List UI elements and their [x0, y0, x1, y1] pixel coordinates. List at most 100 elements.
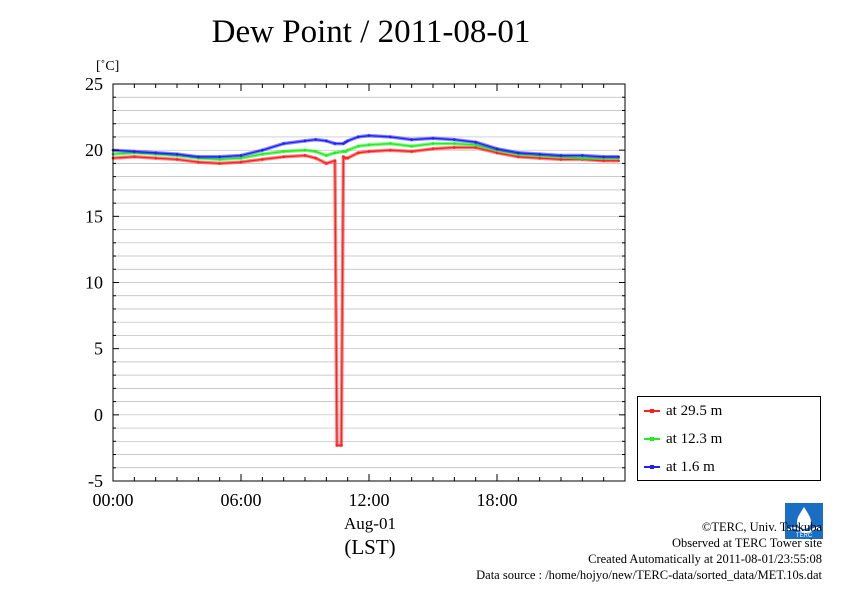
series-point	[538, 156, 541, 160]
x-tick-label: 12:00	[348, 490, 389, 510]
series-point	[261, 152, 264, 156]
y-unit-label: [˚C]	[96, 59, 119, 74]
series-point	[367, 150, 371, 153]
series-point	[517, 155, 520, 159]
series-point	[389, 135, 392, 139]
series-point	[474, 140, 477, 144]
x-date-label: Aug-01	[344, 514, 396, 533]
series-point	[453, 138, 456, 141]
series-point	[154, 151, 157, 155]
credits: ©TERC, Univ. Tsukuba Observed at TERC To…	[476, 519, 822, 583]
y-tick-label: 5	[94, 339, 103, 359]
series-point	[218, 158, 221, 161]
series-point	[314, 156, 317, 160]
x-zone-label: (LST)	[344, 535, 396, 559]
series-point	[453, 146, 456, 149]
series-point	[346, 156, 349, 160]
grid-layer	[113, 96, 625, 469]
series-point	[335, 443, 339, 447]
legend-swatch-green	[644, 437, 660, 441]
x-tick-label: 06:00	[220, 490, 261, 510]
series-point	[197, 160, 200, 164]
series-point	[333, 151, 337, 155]
series-point	[325, 154, 328, 157]
series-point	[346, 148, 349, 152]
series-point	[581, 156, 584, 160]
series-point	[333, 142, 337, 145]
series-point	[357, 144, 360, 148]
series-point	[602, 159, 605, 163]
site-text: Observed at TERC Tower site	[671, 536, 822, 550]
series-point	[325, 162, 328, 165]
series-point	[344, 150, 347, 153]
series-point	[538, 152, 541, 156]
legend-swatch-red	[644, 409, 660, 413]
series-point	[154, 156, 157, 160]
series-point	[367, 134, 371, 137]
series-point	[517, 151, 520, 155]
series-point	[342, 150, 345, 153]
logo-text: TERC	[796, 533, 813, 539]
series-point	[431, 136, 435, 140]
series-point	[617, 159, 620, 163]
y-tick-label: 15	[85, 206, 103, 226]
series-point	[261, 158, 264, 161]
legend-label: at 29.5 m	[666, 402, 723, 419]
series-point	[175, 152, 179, 156]
copyright-text: ©TERC, Univ. Tsukuba	[701, 520, 822, 534]
x-tick-label: 00:00	[92, 490, 133, 510]
series-point	[495, 151, 499, 155]
series-point	[617, 155, 620, 159]
series-point	[218, 162, 221, 165]
series-point	[314, 150, 317, 153]
series-point	[346, 139, 349, 143]
series-point	[410, 150, 413, 153]
series-point	[559, 154, 563, 157]
legend-item-1-6m: at 1.6 m	[644, 457, 715, 477]
series-point	[218, 155, 221, 159]
series-point	[133, 150, 136, 153]
series-point	[431, 142, 435, 145]
series-point	[282, 150, 285, 153]
series-point	[389, 142, 392, 145]
x-tick-label: 18:00	[476, 490, 517, 510]
source-text: Data source : /home/hojyo/new/TERC-data/…	[476, 568, 822, 582]
series-point	[389, 148, 392, 152]
series-point	[303, 154, 307, 157]
legend-label: at 1.6 m	[666, 458, 715, 475]
series-point	[357, 135, 360, 139]
series-point	[133, 155, 136, 159]
series-point	[314, 138, 317, 141]
series-point	[474, 143, 477, 147]
legend-item-12-3m: at 12.3 m	[644, 429, 722, 449]
series-point	[282, 155, 285, 159]
series-point	[342, 142, 345, 145]
series-point	[339, 443, 343, 447]
series-point	[303, 139, 307, 143]
legend: at 29.5 m at 12.3 m at 1.6 m	[637, 396, 821, 481]
series-point	[431, 147, 435, 151]
series-point	[410, 144, 413, 148]
y-tick-label: 10	[85, 273, 103, 293]
series-layer	[111, 133, 620, 448]
tick-layer: 25 20 15 10 5 0 -500:00 06:00 12:00 18:00	[85, 74, 626, 510]
series-point	[581, 154, 584, 157]
series-band-0	[112, 145, 619, 448]
y-tick-label: 20	[85, 140, 103, 160]
series-point	[197, 155, 200, 159]
y-tick-label: 25	[85, 74, 103, 94]
created-text: Created Automatically at 2011-08-01/23:5…	[588, 552, 822, 566]
series-point	[602, 155, 605, 159]
series-point	[474, 146, 477, 149]
terc-logo: TERC	[785, 503, 823, 539]
series-point	[261, 148, 264, 152]
series-point	[410, 138, 413, 141]
chart-title: Dew Point / 2011-08-01	[211, 14, 531, 50]
legend-swatch-blue	[644, 465, 660, 469]
legend-label: at 12.3 m	[666, 430, 723, 447]
series-point	[239, 154, 243, 157]
series-point	[325, 139, 328, 143]
series-point	[282, 142, 285, 145]
series-point	[559, 158, 563, 161]
